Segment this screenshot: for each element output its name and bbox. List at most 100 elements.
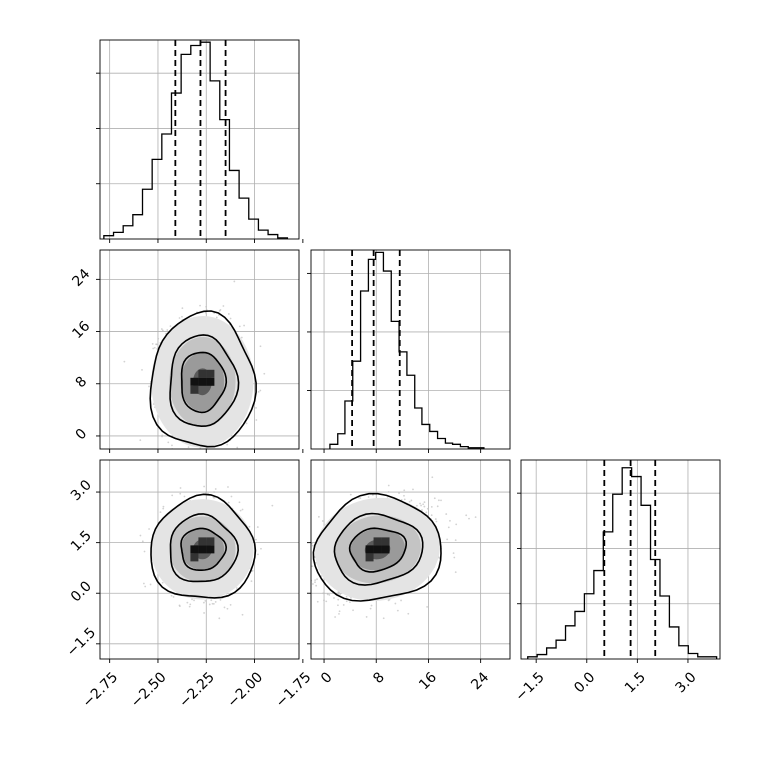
sample-point	[256, 526, 259, 528]
sample-point	[257, 553, 259, 556]
sample-point	[301, 578, 303, 580]
sample-point	[440, 499, 442, 502]
sample-point	[143, 550, 146, 553]
sample-point	[188, 454, 190, 456]
histogram-panel-1	[307, 249, 511, 453]
sample-point	[302, 565, 304, 567]
sample-point	[186, 449, 188, 451]
sample-point	[205, 305, 208, 308]
sample-point	[155, 343, 158, 346]
sample-point	[229, 317, 232, 320]
sample-point	[153, 346, 156, 349]
sample-point	[181, 307, 184, 310]
sample-point	[371, 494, 374, 496]
density-core-block	[198, 545, 207, 554]
sample-point	[161, 435, 163, 438]
sample-point	[151, 342, 154, 345]
sample-point	[446, 538, 449, 541]
sample-point	[226, 443, 229, 446]
sample-point	[208, 603, 211, 606]
sample-point	[314, 579, 317, 582]
sample-point	[161, 581, 164, 584]
sample-point	[251, 569, 254, 572]
x-tick-label: 3.0	[673, 669, 700, 696]
sample-point	[325, 600, 328, 603]
y-tick-label: 16	[69, 318, 93, 342]
density-core-block	[206, 545, 215, 554]
sample-point	[311, 565, 313, 568]
sample-point	[309, 550, 311, 552]
sample-point	[203, 612, 205, 614]
scatter-panel-0-2: −2.75 −2.50 −2.25 −2.00 −1.75 −1.5 0.0 1.5 3.0	[64, 459, 314, 711]
sample-point	[421, 509, 423, 511]
sample-point	[435, 520, 438, 523]
density-core-block	[381, 545, 390, 554]
sample-point	[416, 504, 418, 507]
sample-point	[210, 599, 213, 602]
sample-point	[188, 605, 191, 608]
sample-point	[284, 567, 286, 569]
y-tick-label: 8	[73, 374, 91, 392]
sample-point	[148, 385, 150, 388]
sample-point	[141, 368, 143, 371]
sample-point	[302, 589, 304, 591]
sample-point	[301, 544, 303, 546]
histogram-step	[103, 41, 289, 239]
sample-point	[294, 586, 296, 588]
sample-point	[322, 592, 325, 595]
sample-point	[172, 596, 175, 598]
sample-point	[142, 582, 145, 585]
axes-frame	[310, 459, 511, 660]
sample-point	[288, 546, 290, 548]
sample-point	[219, 599, 222, 601]
sample-point	[423, 501, 426, 504]
sample-point	[430, 514, 433, 517]
sample-point	[271, 504, 274, 507]
sample-point	[183, 455, 185, 457]
sample-point	[345, 595, 348, 598]
sample-point	[238, 325, 241, 328]
sample-point	[235, 587, 238, 589]
panel-content	[284, 476, 477, 620]
sample-point	[454, 571, 457, 574]
sample-point	[203, 485, 206, 488]
sample-point	[304, 600, 306, 602]
sample-point	[408, 500, 411, 503]
sample-point	[178, 317, 181, 319]
sample-point	[425, 511, 428, 514]
contour-line	[180, 351, 228, 414]
sample-point	[205, 447, 208, 449]
contour-line	[333, 512, 424, 586]
sample-point	[156, 347, 159, 350]
density-core-block	[190, 377, 199, 386]
sample-point	[337, 604, 339, 607]
y-tick-label: 0.0	[68, 578, 95, 605]
sample-point	[217, 462, 219, 464]
sample-point	[179, 492, 182, 495]
sample-point	[157, 337, 160, 340]
sample-point	[437, 499, 440, 502]
sample-point	[211, 602, 214, 605]
sample-point	[430, 505, 433, 508]
sample-point	[412, 488, 414, 491]
sample-point	[144, 585, 147, 588]
axes-frame	[99, 459, 300, 660]
sample-point	[345, 600, 348, 603]
density-core-block	[190, 553, 199, 562]
sample-point	[250, 580, 253, 583]
x-tick-label: 16	[416, 669, 440, 693]
sample-point	[139, 439, 142, 442]
sample-point	[316, 600, 319, 603]
sample-point	[337, 591, 340, 594]
sample-point	[452, 552, 455, 555]
sample-point	[160, 328, 163, 330]
sample-point	[396, 609, 399, 612]
x-tick-label: 8	[370, 669, 388, 687]
y-tick-label: 3.0	[68, 477, 95, 504]
sample-point	[241, 508, 244, 511]
sample-point	[179, 487, 182, 489]
density-core-block	[198, 537, 207, 546]
sample-point	[219, 461, 221, 463]
sample-point	[202, 601, 205, 604]
histogram-step	[527, 467, 718, 659]
